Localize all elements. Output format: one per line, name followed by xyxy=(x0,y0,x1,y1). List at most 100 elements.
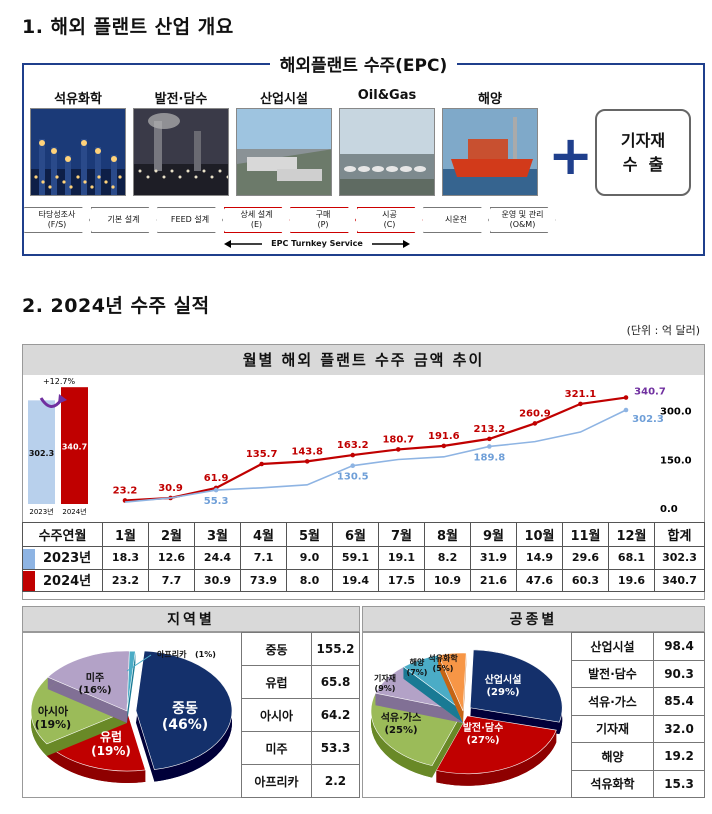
pie-slice-pct: (16%) xyxy=(78,685,111,696)
month-cell: 12월 xyxy=(608,522,655,547)
series-point xyxy=(487,444,492,449)
pie-slice-pct: (1%) xyxy=(195,650,216,659)
process-step-4: 구매 (P) xyxy=(290,207,356,233)
process-step-label: 구매 xyxy=(315,210,331,219)
series-point xyxy=(395,447,401,452)
table-row: 유럽 65.8 xyxy=(241,665,360,699)
pie-slice-1 xyxy=(435,715,557,786)
pie-slice-1 xyxy=(46,710,146,783)
value-cell: 7.7 xyxy=(148,568,195,592)
sector-picture-3 xyxy=(339,108,435,196)
value-cell: 90.3 xyxy=(653,659,705,688)
plus-icon: + xyxy=(548,124,594,187)
total-bar-value: 340.7 xyxy=(62,443,87,452)
process-step-0: 타당성조사 (F/S) xyxy=(24,207,90,233)
table-row: 아시아 64.2 xyxy=(241,698,360,732)
export-line2: 수 출 xyxy=(622,154,664,174)
value-cell: 19.4 xyxy=(332,568,379,592)
table-row: 발전·담수 90.3 xyxy=(571,659,705,688)
blue-series-label: 189.8 xyxy=(474,452,506,463)
table-row: 아프리카 2.2 xyxy=(241,764,360,798)
value-cell: 9.0 xyxy=(286,546,333,570)
value-cell: 64.2 xyxy=(311,698,360,732)
section1-heading: 1. 해외 플랜트 산업 개요 xyxy=(22,16,234,38)
total-bar-value: 302.3 xyxy=(29,449,54,458)
sector-label-3: Oil&Gas xyxy=(357,88,417,103)
year-color-swatch xyxy=(23,548,35,569)
pie-slice-2 xyxy=(30,676,128,756)
total-bar-label: 2024년 xyxy=(62,507,86,516)
table-row: 석유화학 15.3 xyxy=(571,769,705,798)
red-series-label: 180.7 xyxy=(382,434,414,445)
pie-slice-pct: (25%) xyxy=(384,725,417,736)
africa-leader-line xyxy=(126,654,152,672)
total-bar-0 xyxy=(28,400,55,504)
value-cell: 19.6 xyxy=(608,568,655,592)
process-step-1: 기본 설계 xyxy=(90,207,157,233)
pie-slice-label: 해양 xyxy=(410,657,425,667)
value-cell: 98.4 xyxy=(653,632,705,661)
red-series-label: 143.8 xyxy=(291,446,323,457)
table-row: 석유·가스 85.4 xyxy=(571,687,705,716)
sector-label-2: 산업시설 xyxy=(260,92,308,107)
work-panel-title: 공종별 xyxy=(362,606,705,632)
pie-slice-label: 아프리카 xyxy=(157,649,187,659)
table-row: 해양 19.2 xyxy=(571,742,705,771)
table-row: 미주 53.3 xyxy=(241,731,360,765)
pie-slice-pct: (5%) xyxy=(433,664,454,673)
process-step-label: 운영 및 관리 xyxy=(501,210,544,219)
value-cell: 155.2 xyxy=(311,632,360,666)
value-cell: 73.9 xyxy=(240,568,287,592)
series-line-1 xyxy=(124,409,627,503)
y-tick-label: 300.0 xyxy=(660,407,692,418)
red-series-label: 260.9 xyxy=(519,408,551,419)
epc-box-title: 해외플랜트 수주(EPC) xyxy=(269,56,458,76)
work-table: 산업시설 98.4 발전·담수 90.3 석유·가스 85.4 기자재 32.0 해양 19.2 석… xyxy=(571,632,705,798)
turnkey-arrow-right-head xyxy=(403,240,410,248)
category-cell: 석유화학 xyxy=(571,769,654,798)
month-cell: 11월 xyxy=(562,522,609,547)
pie-slice-label: 중동 xyxy=(172,701,198,717)
pie-slice-4 xyxy=(402,654,464,723)
red-series-label: 23.2 xyxy=(113,485,138,496)
value-cell: 19.1 xyxy=(378,546,425,570)
pie-slice-label: 발전·담수 xyxy=(463,721,504,734)
month-header-cell: 수주연월 xyxy=(22,522,103,547)
epc-overview-box: 해외플랜트 수주(EPC) xyxy=(22,56,705,256)
monthly-line-chart: 302.3 2023년 340.7 2024년 +12.7% 0.0 150.0 300.0 2… xyxy=(28,377,692,516)
region-panel-title: 지역별 xyxy=(22,606,360,632)
series-point xyxy=(259,461,264,467)
table-row: 2024년 23.2 7.7 30.9 73.9 8.0 19.4 17.5 10.9 21.6 4… xyxy=(22,568,705,592)
pie-slice-5 xyxy=(437,652,467,723)
pie-slice-4 xyxy=(126,650,136,723)
series-point xyxy=(213,487,219,493)
red-series-label: 213.2 xyxy=(474,424,506,435)
process-step-label: 타당성조사 xyxy=(38,210,76,219)
value-cell: 15.3 xyxy=(653,769,705,798)
category-cell: 미주 xyxy=(241,731,312,765)
blue-series-label: 130.5 xyxy=(337,472,369,483)
series-point xyxy=(532,421,538,426)
value-cell: 47.6 xyxy=(516,568,563,592)
series-point xyxy=(350,452,356,458)
value-cell: 59.1 xyxy=(332,546,379,570)
red-series-label: 321.1 xyxy=(565,389,597,400)
month-cell: 7월 xyxy=(378,522,425,547)
pie-slice-pct: (27%) xyxy=(466,735,499,746)
year-cell: 2024년 xyxy=(22,568,103,592)
process-step-3: 상세 설계 (E) xyxy=(223,207,290,233)
series-point xyxy=(623,395,629,400)
sector-label-0: 석유화학 xyxy=(54,92,102,107)
category-cell: 해양 xyxy=(571,742,654,771)
year-label: 2023년 xyxy=(43,551,92,566)
turnkey-arrow-left-head xyxy=(224,240,231,248)
pie-slice-label: 기자재 xyxy=(374,673,396,683)
process-step-code: (C) xyxy=(383,220,396,229)
category-cell: 아프리카 xyxy=(241,764,312,798)
red-series-label: 191.6 xyxy=(428,431,460,442)
region-pie-chart: 중동(46%)유럽(19%)아시아(19%)미주(16%)아프리카 (1%) xyxy=(30,649,233,783)
process-step-code: (E) xyxy=(250,220,263,229)
pie-slice-pct: (19%) xyxy=(35,718,71,731)
value-cell: 21.6 xyxy=(470,568,517,592)
region-table: 중동 155.2 유럽 65.8 아시아 64.2 미주 53.3 아프리카 2.2 xyxy=(241,632,360,798)
